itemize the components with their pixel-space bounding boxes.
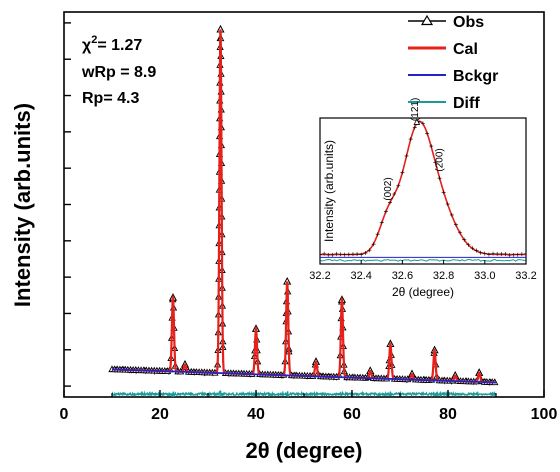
x-tick-label: 60: [343, 406, 361, 423]
chi-square-annotation: χ2= 1.27: [82, 34, 142, 54]
inset-x-tick-label: 32.2: [309, 270, 330, 282]
inset-obs-point: [412, 125, 417, 130]
legend-label-bckgr: Bckgr: [453, 68, 498, 85]
inset-obs-point: [355, 252, 360, 257]
inset-peak-label: (121): [410, 98, 421, 121]
inset-obs-point: [320, 252, 322, 257]
inset-obs-point: [437, 176, 442, 181]
inset-obs-point: [400, 170, 405, 175]
legend-item-diff: Diff: [408, 95, 480, 112]
inset-obs-point: [486, 252, 491, 257]
inset-obs-point: [499, 251, 504, 256]
inset-obs-point: [371, 242, 376, 247]
inset-obs-point: [507, 253, 512, 258]
inset-obs-point: [408, 137, 413, 142]
inset-obs-point: [396, 183, 401, 188]
inset-obs-point: [445, 202, 450, 207]
inset-obs-point: [449, 212, 454, 217]
inset-obs-point: [392, 192, 397, 196]
inset-obs-point: [330, 252, 335, 257]
legend-item-cal: Cal: [408, 41, 478, 58]
inset-obs-point: [495, 251, 500, 256]
inset-x-tick-label: 32.4: [350, 270, 371, 282]
inset-obs-point: [478, 250, 483, 255]
inset-obs-point: [503, 251, 508, 256]
x-axis-title: 2θ (degree): [245, 438, 362, 463]
x-tick-label: 20: [151, 406, 169, 423]
inset-obs-point: [413, 118, 421, 125]
inset-obs-point: [334, 251, 339, 256]
inset-obs-point: [458, 230, 463, 235]
inset-obs-point: [404, 153, 409, 158]
inset-x-tick-label: 32.8: [433, 270, 454, 282]
main-plot-area: [108, 24, 499, 397]
inset-y-axis-title: Intensity (arb.units): [322, 140, 336, 242]
inset-obs-point: [338, 252, 343, 257]
x-tick-label: 40: [247, 406, 265, 423]
chi-square-value: = 1.27: [97, 37, 142, 54]
inset-obs-point: [350, 252, 355, 257]
inset-obs-point: [429, 144, 434, 149]
rp-annotation: Rp= 4.3: [82, 90, 139, 107]
inset-axis-ticks: 32.2 32.4 32.6 32.8 33.0 33.2: [309, 260, 537, 282]
legend-item-obs: Obs: [408, 14, 484, 31]
y-axis-title: Intensity (arb.units): [10, 103, 35, 307]
inset-obs-point: [515, 252, 520, 257]
inset-obs-point: [367, 248, 372, 253]
legend-label-obs: Obs: [453, 14, 484, 31]
inset-obs-point: [474, 248, 479, 253]
legend-label-diff: Diff: [453, 95, 480, 112]
inset-peak-label: (200): [434, 148, 445, 171]
legend-item-bckgr: Bckgr: [408, 68, 498, 85]
inset-x-tick-label: 33.2: [515, 270, 536, 282]
series-bckgr-line: [111, 368, 497, 384]
inset-obs-point: [342, 252, 347, 257]
inset-obs-point: [482, 251, 487, 256]
wrp-annotation: wRp = 8.9: [81, 64, 156, 81]
inset-obs-point: [453, 222, 458, 227]
inset-obs-point: [441, 190, 446, 195]
inset-obs-point: [383, 209, 388, 214]
main-axis-ticks: 0 20 40 60 80 100: [60, 22, 558, 423]
inset-obs-point: [470, 246, 475, 251]
inset-obs-point: [421, 121, 425, 126]
inset-peak-label: (002): [383, 177, 394, 200]
x-tick-label: 100: [531, 406, 558, 423]
x-tick-label: 80: [439, 406, 457, 423]
inset-obs-point: [326, 252, 331, 257]
inset-series-diff-line: [320, 258, 526, 262]
inset-obs-point: [491, 251, 496, 256]
inset-obs-point: [519, 252, 524, 257]
inset-obs-point: [346, 252, 351, 257]
x-tick-label: 0: [60, 406, 69, 423]
chi-superscript: 2: [91, 34, 97, 46]
chi-symbol: χ: [82, 37, 92, 54]
fit-statistics: χ2= 1.27 wRp = 8.9 Rp= 4.3: [81, 34, 156, 107]
inset-obs-point: [462, 237, 467, 242]
inset-obs-point: [524, 251, 526, 256]
inset-x-tick-label: 33.0: [474, 270, 495, 282]
inset-obs-point: [322, 251, 327, 256]
inset-obs-point: [466, 242, 471, 247]
inset-obs-point: [359, 252, 364, 257]
inset-obs-point: [425, 131, 430, 136]
inset-obs-point: [433, 160, 438, 165]
inset-plot-frame: [319, 117, 527, 265]
inset-peak-labels: (002) (121) (200): [383, 98, 446, 201]
inset-plot-area: [320, 118, 526, 262]
inset-x-axis-title: 2θ (degree): [392, 285, 454, 299]
inset-series-obs-markers: [320, 118, 526, 258]
inset-obs-point: [379, 220, 384, 225]
inset-obs-point: [363, 251, 368, 256]
inset-obs-point: [511, 252, 516, 257]
inset-x-tick-label: 32.6: [392, 270, 413, 282]
legend: Obs Cal Bckgr Diff: [408, 14, 498, 112]
legend-label-cal: Cal: [453, 41, 478, 58]
inset-obs-point: [388, 200, 393, 205]
inset-obs-point: [375, 232, 380, 237]
triangle-marker-icon: [420, 14, 434, 26]
